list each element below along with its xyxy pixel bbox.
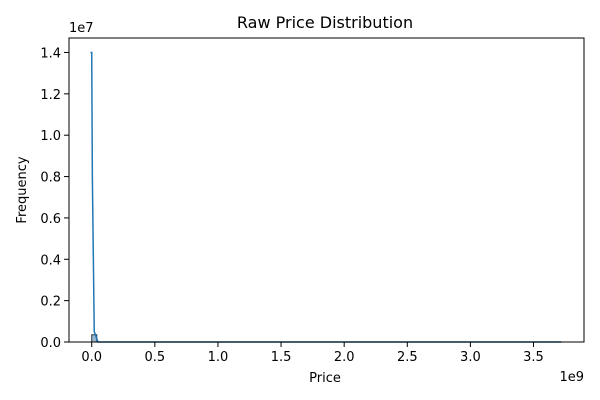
x-tick-label: 0.5 — [144, 350, 165, 365]
y-axis-label: Frequency — [15, 156, 30, 223]
x-axis-ticks: 0.0 0.5 1.0 1.5 2.0 2.5 3.0 3.5 — [81, 342, 544, 365]
x-axis-offset-label: 1e9 — [559, 370, 584, 385]
y-axis-ticks: 0.0 0.2 0.4 0.6 0.8 1.0 1.2 1.4 — [40, 46, 69, 351]
y-tick-label: 0.4 — [40, 253, 61, 268]
y-tick-label: 0.0 — [40, 336, 61, 351]
kde-line — [90, 51, 562, 343]
x-tick-label: 2.0 — [334, 350, 355, 365]
x-tick-label: 3.0 — [460, 350, 481, 365]
x-axis-label: Price — [309, 371, 341, 386]
plot-frame — [68, 37, 585, 343]
x-tick-label: 2.5 — [397, 350, 418, 365]
y-tick-label: 1.2 — [40, 88, 61, 103]
plot-area — [90, 51, 562, 343]
chart-title: Raw Price Distribution — [237, 13, 413, 32]
y-tick-label: 1.4 — [40, 46, 61, 61]
x-tick-label: 1.0 — [208, 350, 229, 365]
y-tick-label: 0.2 — [40, 295, 61, 310]
y-tick-label: 0.6 — [40, 212, 61, 227]
x-tick-label: 1.5 — [271, 350, 292, 365]
y-tick-label: 0.8 — [40, 171, 61, 186]
y-axis-offset-label: 1e7 — [69, 21, 94, 36]
y-tick-label: 1.0 — [40, 129, 61, 144]
x-tick-label: 0.0 — [81, 350, 102, 365]
x-tick-label: 3.5 — [523, 350, 544, 365]
